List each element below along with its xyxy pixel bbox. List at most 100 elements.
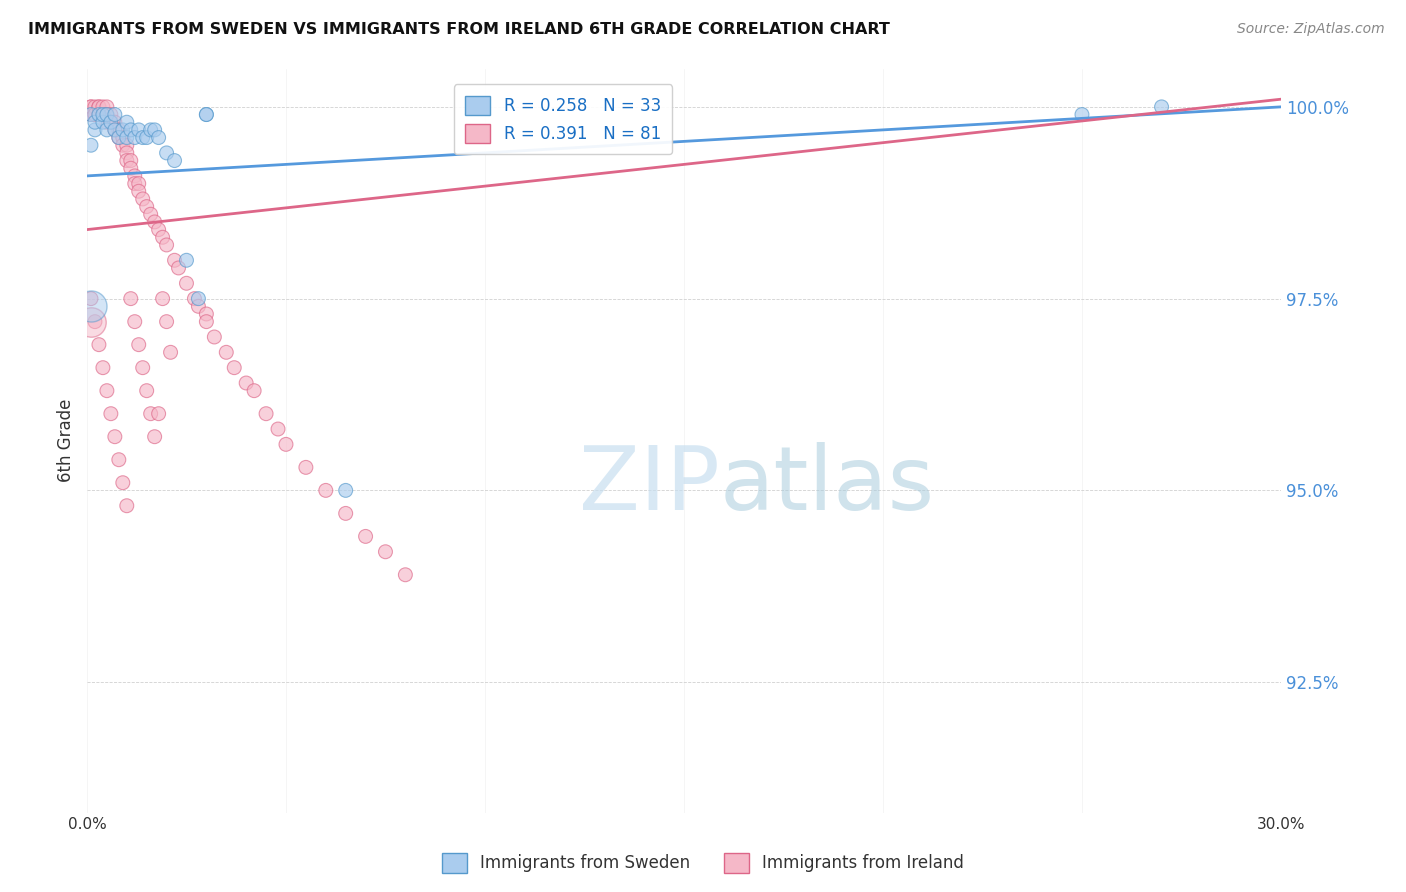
- Point: [139, 407, 162, 421]
- Point: [87, 100, 110, 114]
- Point: [80, 315, 103, 329]
- Point: [120, 161, 142, 176]
- Point: [155, 238, 177, 252]
- Point: [80, 292, 103, 306]
- Point: [96, 100, 118, 114]
- Point: [159, 345, 181, 359]
- Point: [108, 123, 131, 137]
- Point: [96, 384, 118, 398]
- Text: IMMIGRANTS FROM SWEDEN VS IMMIGRANTS FROM IRELAND 6TH GRADE CORRELATION CHART: IMMIGRANTS FROM SWEDEN VS IMMIGRANTS FRO…: [28, 22, 890, 37]
- Text: Source: ZipAtlas.com: Source: ZipAtlas.com: [1237, 22, 1385, 37]
- Point: [115, 115, 138, 129]
- Point: [128, 184, 150, 198]
- Point: [91, 100, 114, 114]
- Point: [84, 115, 107, 129]
- Point: [148, 222, 170, 236]
- Point: [115, 153, 138, 168]
- Text: atlas: atlas: [720, 442, 935, 529]
- Point: [135, 384, 157, 398]
- Point: [91, 115, 114, 129]
- Legend: R = 0.258   N = 33, R = 0.391   N = 81: R = 0.258 N = 33, R = 0.391 N = 81: [454, 84, 672, 154]
- Point: [100, 115, 122, 129]
- Point: [152, 230, 174, 244]
- Point: [104, 123, 127, 137]
- Point: [96, 107, 118, 121]
- Point: [84, 315, 107, 329]
- Point: [96, 115, 118, 129]
- Point: [91, 360, 114, 375]
- Point: [84, 100, 107, 114]
- Point: [80, 107, 103, 121]
- Point: [143, 123, 166, 137]
- Point: [195, 315, 218, 329]
- Point: [120, 123, 142, 137]
- Point: [100, 107, 122, 121]
- Point: [115, 499, 138, 513]
- Point: [80, 100, 103, 114]
- Point: [202, 330, 225, 344]
- Point: [167, 260, 190, 275]
- Point: [143, 430, 166, 444]
- Point: [128, 123, 150, 137]
- Point: [235, 376, 257, 390]
- Point: [131, 130, 153, 145]
- Point: [295, 460, 318, 475]
- Point: [87, 107, 110, 121]
- Point: [1071, 107, 1094, 121]
- Point: [111, 475, 134, 490]
- Point: [139, 123, 162, 137]
- Point: [108, 452, 131, 467]
- Point: [187, 292, 209, 306]
- Point: [87, 107, 110, 121]
- Point: [91, 107, 114, 121]
- Point: [143, 215, 166, 229]
- Point: [195, 107, 218, 121]
- Point: [87, 100, 110, 114]
- Point: [274, 437, 297, 451]
- Point: [108, 130, 131, 145]
- Point: [96, 107, 118, 121]
- Point: [155, 145, 177, 160]
- Point: [104, 115, 127, 129]
- Point: [152, 292, 174, 306]
- Point: [187, 299, 209, 313]
- Point: [84, 107, 107, 121]
- Point: [195, 107, 218, 121]
- Y-axis label: 6th Grade: 6th Grade: [58, 399, 75, 483]
- Point: [315, 483, 337, 498]
- Point: [131, 192, 153, 206]
- Point: [111, 123, 134, 137]
- Point: [128, 337, 150, 351]
- Point: [80, 107, 103, 121]
- Point: [115, 138, 138, 153]
- Point: [84, 123, 107, 137]
- Point: [335, 483, 357, 498]
- Point: [87, 337, 110, 351]
- Point: [96, 123, 118, 137]
- Point: [80, 299, 103, 313]
- Point: [120, 153, 142, 168]
- Point: [148, 130, 170, 145]
- Point: [111, 130, 134, 145]
- Point: [128, 177, 150, 191]
- Point: [394, 567, 416, 582]
- Point: [115, 145, 138, 160]
- Point: [183, 292, 205, 306]
- Point: [124, 130, 146, 145]
- Point: [254, 407, 277, 421]
- Point: [91, 107, 114, 121]
- Point: [335, 507, 357, 521]
- Point: [267, 422, 290, 436]
- Point: [124, 177, 146, 191]
- Point: [163, 253, 186, 268]
- Point: [115, 130, 138, 145]
- Point: [104, 107, 127, 121]
- Point: [163, 153, 186, 168]
- Point: [243, 384, 266, 398]
- Point: [176, 277, 198, 291]
- Point: [148, 407, 170, 421]
- Point: [100, 115, 122, 129]
- Point: [124, 169, 146, 183]
- Point: [100, 407, 122, 421]
- Point: [374, 545, 396, 559]
